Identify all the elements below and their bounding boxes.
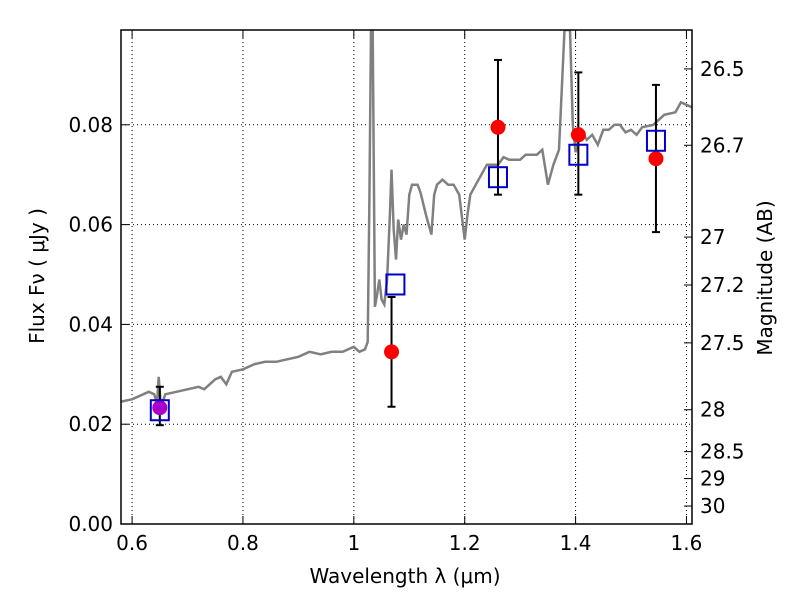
right-tick-label: 27.5 [700, 331, 745, 355]
right-axis-label: Magnitude (AB) [753, 200, 777, 355]
y-tick-label: 0.00 [68, 512, 113, 536]
x-tick-label: 1.2 [449, 531, 481, 555]
x-tick-label: 0.8 [227, 531, 259, 555]
x-axis-label: Wavelength λ (μm) [309, 564, 500, 588]
plot-frame [120, 29, 693, 525]
y-tick-label: 0.08 [68, 113, 113, 137]
axis-labels: Wavelength λ (μm) Flux Fν ( μJy ) Magnit… [25, 200, 777, 588]
right-tick-label: 26.7 [700, 133, 745, 157]
right-tick-label: 27 [700, 225, 725, 249]
data-point-circle [490, 119, 506, 135]
model-point-square [645, 129, 666, 152]
model-point-square [385, 273, 406, 296]
data-point-circle [570, 127, 586, 143]
y-tick-label: 0.04 [68, 312, 113, 336]
template-spectrum [121, 30, 692, 408]
grid-lines [121, 30, 692, 525]
data-point-circle [384, 344, 400, 360]
y-tick-label: 0.02 [68, 412, 113, 436]
data-point-circle [648, 151, 664, 167]
model-point-square [487, 166, 508, 189]
right-tick-label: 26.5 [700, 57, 745, 81]
x-tick-label: 0.6 [116, 531, 148, 555]
x-tick-label: 1.6 [671, 531, 703, 555]
data-point-circle [152, 400, 168, 416]
y-axis-label: Flux Fν ( μJy ) [25, 208, 49, 344]
error-bars [155, 58, 660, 427]
right-tick-label: 30 [700, 494, 725, 518]
model-point-square [149, 399, 170, 422]
x-tick-label: 1.4 [560, 531, 592, 555]
axis-ticks: 0.6 0.8 1 1.2 1.4 1.6 0.00 0.02 0.04 0.06 0.08 26.5… [68, 30, 745, 555]
x-tick-label: 1 [347, 531, 360, 555]
plot-border [120, 29, 693, 525]
right-tick-label: 28.5 [700, 440, 745, 464]
y-tick-label: 0.06 [68, 213, 113, 237]
data-markers [149, 119, 666, 422]
right-tick-label: 27.2 [700, 273, 745, 297]
spectrum-line [121, 30, 692, 408]
model-point-square [568, 143, 589, 166]
right-tick-label: 29 [700, 467, 725, 491]
right-tick-label: 28 [700, 398, 725, 422]
